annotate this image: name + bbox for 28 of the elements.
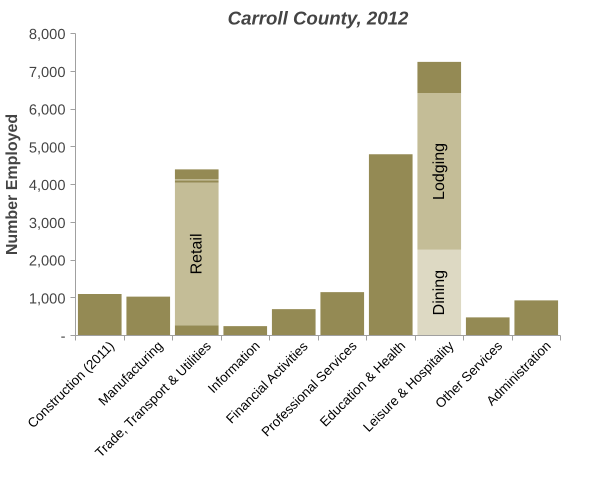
y-tick-label: 1,000 bbox=[28, 291, 66, 308]
series-label: Dining bbox=[430, 270, 448, 316]
bar bbox=[174, 182, 219, 326]
y-tick-label: 4,000 bbox=[28, 178, 66, 194]
series-label: Lodging bbox=[430, 142, 448, 200]
y-tick-label: 7,000 bbox=[28, 64, 66, 81]
y-tick-label: 3,000 bbox=[28, 216, 66, 232]
bar bbox=[514, 300, 558, 336]
bar bbox=[223, 326, 268, 336]
y-tick-label: 8,000 bbox=[28, 27, 66, 43]
bar bbox=[174, 325, 219, 336]
y-axis-title: Number Employed bbox=[4, 114, 21, 256]
bar bbox=[320, 292, 364, 336]
bar bbox=[417, 93, 462, 250]
bar bbox=[126, 296, 170, 336]
y-tick-label: 5,000 bbox=[28, 140, 66, 156]
y-tick-label: 6,000 bbox=[28, 102, 66, 118]
y-tick-label: - bbox=[60, 329, 66, 345]
bar bbox=[174, 169, 219, 180]
series-label: Retail bbox=[188, 234, 206, 274]
chart-title: Carroll County, 2012 bbox=[228, 8, 409, 28]
bar bbox=[417, 62, 462, 94]
bar bbox=[368, 154, 413, 336]
bar bbox=[417, 250, 462, 336]
bar bbox=[272, 309, 316, 336]
bar bbox=[78, 294, 122, 336]
bar bbox=[466, 317, 510, 336]
y-tick-label: 2,000 bbox=[28, 254, 66, 270]
